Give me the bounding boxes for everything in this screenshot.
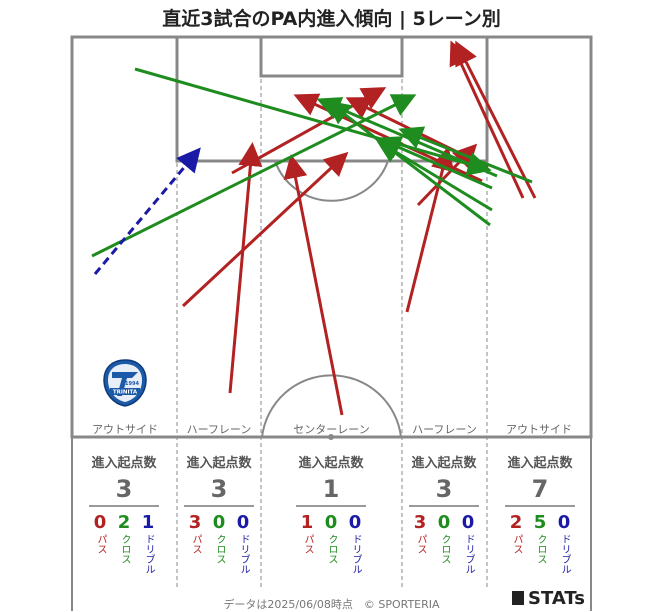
cross-count: 0 <box>324 512 338 533</box>
pass-arrow <box>455 40 537 199</box>
chart-title: 直近3試合のPA内進入傾向 | 5レーン別 <box>162 8 501 30</box>
pass-count: 2 <box>509 512 523 533</box>
cross-arrow <box>134 67 492 176</box>
dribble-label: ドリブル <box>238 534 249 574</box>
logo-text: TRINITA <box>113 390 138 396</box>
team-crest-icon: TRINITA 1994 <box>102 358 148 408</box>
dribble-count: 0 <box>236 512 250 533</box>
pass-label: パス <box>190 534 201 554</box>
lane-label-left-outside: アウトサイド <box>92 423 158 436</box>
pass-arrow <box>228 142 263 394</box>
pass-count: 0 <box>93 512 107 533</box>
dribble-count: 0 <box>557 512 571 533</box>
dribble-label: ドリブル <box>463 534 474 574</box>
cross-count: 5 <box>533 512 547 533</box>
cross-label: クロス <box>535 534 546 564</box>
entry-arrows <box>91 40 537 416</box>
stat-total: 3 <box>89 475 159 507</box>
stat-total: 1 <box>296 475 366 507</box>
pass-arrow <box>181 151 349 308</box>
lane-label-left-halfspace: ハーフレーン <box>186 423 252 436</box>
cross-arrow <box>398 126 533 184</box>
lane-label-right-outside: アウトサイド <box>506 423 572 436</box>
stats-icon <box>512 591 525 605</box>
stat-header: 進入起点数 <box>507 456 573 471</box>
dribble-count: 1 <box>141 512 155 533</box>
stat-total: 7 <box>505 475 575 507</box>
dribble-label: ドリブル <box>559 534 570 574</box>
stat-total: 3 <box>184 475 254 507</box>
lane-stats-left-halfspace: 進入起点数 3 3 パス 0 クロス 0 ドリブル <box>175 452 263 574</box>
pass-label: パス <box>302 534 313 554</box>
cross-label: クロス <box>326 534 337 564</box>
logo-year: 1994 <box>125 381 139 387</box>
cross-count: 0 <box>212 512 226 533</box>
cross-label: クロス <box>439 534 450 564</box>
cross-count: 0 <box>437 512 451 533</box>
dribble-count: 0 <box>348 512 362 533</box>
dribble-count: 0 <box>461 512 475 533</box>
pass-count: 3 <box>413 512 427 533</box>
cross-arrow <box>376 136 493 190</box>
goal-area <box>259 35 404 78</box>
dribble-label: ドリブル <box>350 534 361 574</box>
pass-label: パス <box>95 534 106 554</box>
pass-arrow <box>416 143 478 207</box>
dribble-arrow <box>93 147 201 275</box>
dribble-label: ドリブル <box>143 534 154 574</box>
cross-arrow <box>91 94 417 258</box>
stat-header: 進入起点数 <box>91 456 157 471</box>
pass-count: 3 <box>188 512 202 533</box>
brand-text: STATs <box>528 588 585 609</box>
pass-count: 1 <box>300 512 314 533</box>
footer-credit: データは2025/06/08時点 © SPORTERIA <box>223 598 440 611</box>
lane-stats-center: 進入起点数 1 1 パス 0 クロス 0 ドリブル <box>287 452 375 574</box>
lane-label-right-halfspace: ハーフレーン <box>412 423 477 436</box>
lane-stats-left-outside: 進入起点数 3 0 パス 2 クロス 1 ドリブル <box>80 452 168 574</box>
stat-total: 3 <box>409 475 479 507</box>
lane-stats-right-halfspace: 進入起点数 3 3 パス 0 クロス 0 ドリブル <box>400 452 488 574</box>
pitch-boundary <box>70 35 593 439</box>
cross-label: クロス <box>214 534 225 564</box>
lane-label-center: センターレーン <box>293 423 370 436</box>
pass-arrow <box>283 154 344 416</box>
stat-header: 進入起点数 <box>298 456 364 471</box>
lane-stats-right-outside: 進入起点数 7 2 パス 5 クロス 0 ドリブル <box>496 452 584 574</box>
brand-logo: STATs <box>512 588 585 609</box>
cross-count: 2 <box>117 512 131 533</box>
stat-header: 進入起点数 <box>186 456 252 471</box>
stat-header: 進入起点数 <box>411 456 477 471</box>
cross-arrow <box>326 100 491 227</box>
pass-label: パス <box>511 534 522 554</box>
cross-label: クロス <box>119 534 130 564</box>
pass-label: パス <box>415 534 426 554</box>
